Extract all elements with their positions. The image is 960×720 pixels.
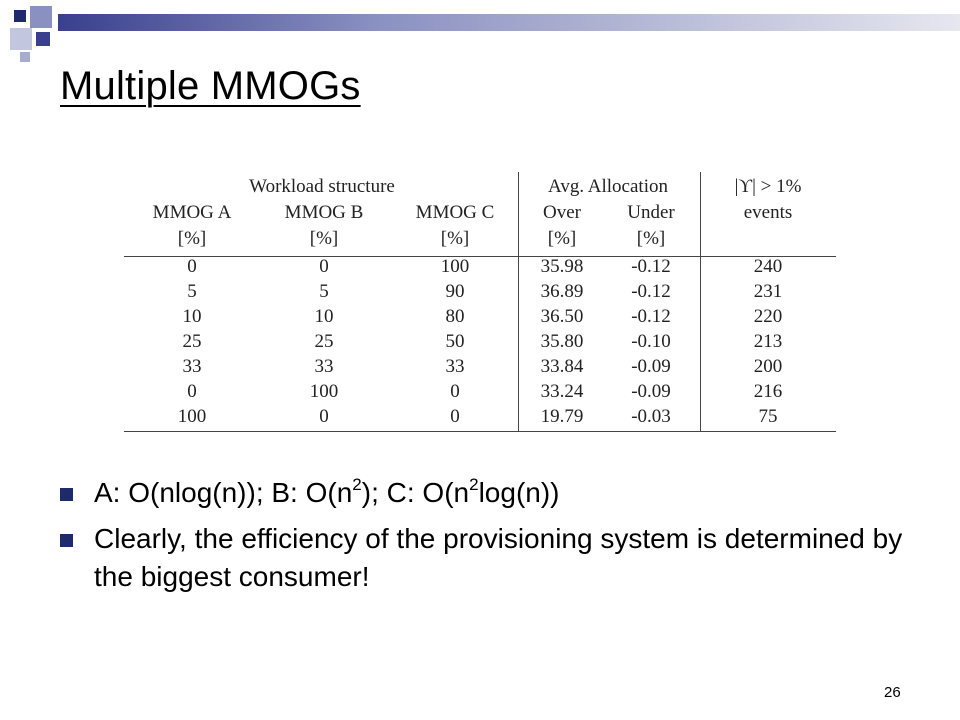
table-cell: 50 (445, 331, 465, 352)
table-cell: 5 (187, 281, 197, 302)
deco-square (36, 32, 50, 46)
page-number: 26 (884, 684, 901, 701)
table-cell: 0 (319, 406, 329, 427)
deco-square (20, 52, 30, 62)
bullet-text: log(n)) (478, 477, 560, 508)
bottom-rule (124, 431, 836, 432)
table-cell: 90 (445, 281, 465, 302)
table-cell: -0.09 (631, 356, 671, 377)
table-cell: 0 (187, 256, 197, 277)
superscript: 2 (352, 475, 362, 494)
table-row: 5 5 90 36.89 -0.12 231 (124, 281, 836, 306)
col-unit: [%] (547, 228, 577, 249)
table-header: Workload structure Avg. Allocation |ϒ| >… (124, 172, 836, 256)
superscript: 2 (469, 475, 479, 494)
table-cell: 0 (319, 256, 329, 277)
table-cell: 100 (440, 256, 470, 277)
col-header: Under (627, 202, 675, 223)
table-cell: 36.50 (540, 306, 584, 327)
table-cell: 100 (309, 381, 339, 402)
col-unit: [%] (440, 228, 470, 249)
table-row: 25 25 50 35.80 -0.10 213 (124, 331, 836, 356)
table-cell: 0 (187, 381, 197, 402)
table-row: 33 33 33 33.84 -0.09 200 (124, 356, 836, 381)
bullet-text: ); C: O(n (361, 477, 470, 508)
col-unit: [%] (636, 228, 666, 249)
table-cell: 240 (753, 256, 783, 277)
table-cell: 33 (314, 356, 334, 377)
table-cell: 33 (445, 356, 465, 377)
col-header: MMOG A (152, 202, 232, 223)
results-table: Workload structure Avg. Allocation |ϒ| >… (124, 172, 836, 432)
slide-title: Multiple MMOGs (60, 64, 361, 108)
table-cell: 10 (182, 306, 202, 327)
table-cell: 213 (753, 331, 783, 352)
header-rule (124, 256, 836, 257)
group-header-allocation: Avg. Allocation (548, 176, 668, 197)
table-cell: -0.12 (631, 281, 671, 302)
col-unit: [%] (309, 228, 339, 249)
col-unit: [%] (177, 228, 207, 249)
table-cell: 220 (753, 306, 783, 327)
table-row: 100 0 0 19.79 -0.03 75 (124, 406, 836, 431)
table-row: 0 100 0 33.24 -0.09 216 (124, 381, 836, 406)
table-cell: 33.84 (540, 356, 584, 377)
table-row: 10 10 80 36.50 -0.12 220 (124, 306, 836, 331)
deco-square (10, 28, 32, 50)
bullet-item: Clearly, the efficiency of the provision… (60, 520, 920, 596)
table-cell: 25 (182, 331, 202, 352)
table-cell: 33 (182, 356, 202, 377)
bullet-item: A: O(nlog(n)); B: O(n2); C: O(n2log(n)) (60, 474, 920, 512)
bullet-square-icon (60, 534, 73, 547)
table-cell: 5 (319, 281, 329, 302)
table-cell: 35.80 (540, 331, 584, 352)
deco-square (14, 10, 26, 22)
table-row: 0 0 100 35.98 -0.12 240 (124, 256, 836, 281)
table-cell: -0.03 (631, 406, 671, 427)
table-cell: 35.98 (540, 256, 584, 277)
deco-square (30, 6, 52, 28)
table-cell: 231 (753, 281, 783, 302)
group-header-workload: Workload structure (249, 176, 395, 197)
header-bar (58, 14, 960, 31)
table-cell: -0.09 (631, 381, 671, 402)
col-header: MMOG C (415, 202, 495, 223)
group-header-events: |ϒ| > 1% (734, 176, 802, 197)
column-divider (700, 172, 701, 432)
table-cell: 19.79 (540, 406, 584, 427)
col-header: Over (543, 202, 581, 223)
col-header: MMOG B (284, 202, 364, 223)
bullet-text: A: O(nlog(n)); B: O(n (94, 477, 353, 508)
column-divider (518, 172, 519, 432)
table-body: 0 0 100 35.98 -0.12 240 5 5 90 36.89 -0.12 231 10 10 8… (124, 256, 836, 431)
table-cell: 100 (177, 406, 207, 427)
table-cell: 75 (758, 406, 778, 427)
table-cell: -0.12 (631, 306, 671, 327)
bullet-list: A: O(nlog(n)); B: O(n2); C: O(n2log(n)) … (60, 474, 920, 604)
table-cell: -0.12 (631, 256, 671, 277)
bullet-square-icon (60, 488, 73, 501)
table-cell: 36.89 (540, 281, 584, 302)
table-cell: 80 (445, 306, 465, 327)
table-cell: 10 (314, 306, 334, 327)
table-cell: -0.10 (631, 331, 671, 352)
table-cell: 25 (314, 331, 334, 352)
table-cell: 0 (450, 381, 460, 402)
table-cell: 200 (753, 356, 783, 377)
bullet-text: Clearly, the efficiency of the provision… (94, 523, 903, 592)
table-cell: 216 (753, 381, 783, 402)
table-cell: 33.24 (540, 381, 584, 402)
table-cell: 0 (450, 406, 460, 427)
col-header: events (743, 202, 793, 223)
